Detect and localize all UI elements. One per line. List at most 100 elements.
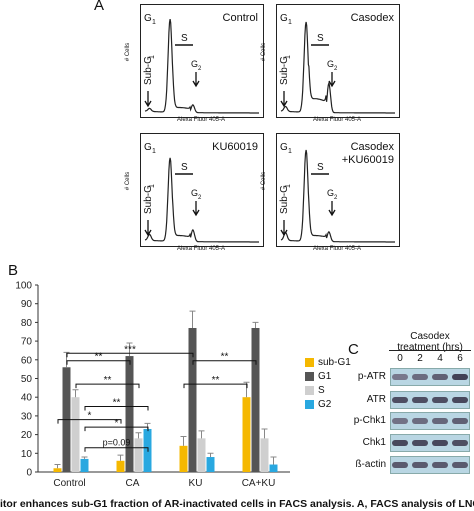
subg1-label-2: Sub-G: [143, 185, 154, 214]
blot-band-0-2: [432, 374, 448, 380]
g1-sub-0: 1: [152, 19, 156, 26]
bar-G2-CA+KU: [269, 464, 278, 472]
g1-label-0: G: [144, 13, 152, 24]
histogram-curve-1: [280, 21, 395, 114]
significance-bracket-5: [57, 419, 122, 424]
histogram-x-label-3: Alexa Fluor 405-A: [312, 246, 362, 252]
significance-label-0: ***: [124, 344, 136, 355]
blot-band-1-3: [452, 397, 468, 403]
significance-label-7: **: [212, 375, 220, 386]
error-bar: [135, 432, 142, 439]
significance-label-4: **: [113, 398, 121, 409]
histogram-0: Control G 1 S G 2 Sub-G 1: [140, 4, 264, 118]
error-bar: [252, 321, 259, 329]
g1-label-3: G: [280, 142, 288, 153]
category-label: KU: [189, 478, 203, 489]
y-tick-label: 20: [21, 430, 33, 441]
g2-sub-1: 2: [334, 66, 338, 72]
blot-band-3-0: [392, 440, 408, 446]
error-bar: [207, 452, 214, 458]
blot-row-label-0: p-ATR: [357, 371, 386, 382]
histogram-y-label-0: # Cells: [125, 42, 131, 62]
error-bar: [126, 342, 133, 357]
blot-band-2-3: [452, 418, 468, 424]
histogram-curve-3: [280, 149, 395, 243]
g1-sub-1: 1: [288, 19, 292, 26]
y-tick-label: 40: [21, 393, 33, 404]
blot-band-4-0: [392, 462, 408, 468]
significance-bracket-7: [183, 383, 248, 389]
g2-sub-2: 2: [198, 195, 202, 201]
blot-time-points: 0 2 4 6: [390, 353, 470, 364]
significance-label-1: **: [95, 352, 103, 363]
histogram-subtitle-3: +KU60019: [342, 154, 394, 166]
time-point-2: 4: [437, 353, 443, 364]
blot-header-line: [389, 350, 471, 351]
y-tick-label: 0: [26, 468, 32, 479]
histogram-x-label-1: Alexa Fluor 405-A: [312, 117, 362, 123]
legend-item-subg1: sub-G1: [305, 355, 351, 369]
error-bar: [189, 310, 196, 329]
bar-G1-CA+KU: [251, 328, 260, 472]
blot-header-line2: treatment (hrs): [397, 342, 463, 353]
subg1-label-3: Sub-G: [279, 185, 290, 214]
histogram-x-label-0: Alexa Fluor 405-A: [176, 117, 226, 123]
category-label: CA: [126, 478, 140, 489]
g2-label-0: G: [191, 59, 198, 69]
legend-label-subg1: sub-G1: [318, 356, 351, 368]
subg1-arrow-0: [144, 91, 152, 108]
g2-arrow-0: [192, 72, 200, 88]
blot-band-0-1: [412, 374, 428, 380]
pvalue-label: p=0.09: [103, 438, 131, 448]
significance-label-2: **: [221, 352, 229, 363]
histogram-title-0: Control: [223, 12, 258, 24]
g1-sub-3: 1: [288, 148, 292, 155]
blot-band-4-2: [432, 462, 448, 468]
significance-label-6: *: [115, 418, 119, 429]
blot-band-4-1: [412, 462, 428, 468]
y-tick-label: 30: [21, 411, 33, 422]
bar-sub-G1-CA+KU: [242, 397, 251, 472]
time-point-1: 2: [417, 353, 423, 364]
blot-band-3-1: [412, 440, 428, 446]
subg1-label-1: Sub-G: [279, 56, 290, 85]
bar-G2-Control: [80, 458, 89, 472]
y-tick-label: 80: [21, 318, 33, 329]
y-tick-label: 90: [21, 299, 33, 310]
blot-band-3-3: [452, 440, 468, 446]
blot-band-2-2: [432, 418, 448, 424]
g2-label-2: G: [191, 188, 198, 198]
g2-sub-0: 2: [198, 66, 202, 72]
g2-arrow-1: [328, 72, 336, 88]
category-label: Control: [53, 478, 85, 489]
g2-arrow-3: [328, 201, 336, 217]
blot-strip-1: [390, 391, 470, 409]
histogram-title-1: Casodex: [351, 12, 395, 24]
legend-item-g1: G1: [305, 369, 351, 383]
significance-label-5: *: [88, 411, 92, 422]
significance-bracket-1: [66, 360, 131, 365]
legend-item-g2: G2: [305, 397, 351, 411]
bar-sub-G1-CA: [116, 460, 125, 472]
error-bar: [261, 428, 268, 439]
legend-item-s: S: [305, 383, 351, 397]
legend-swatch-g1: [305, 371, 314, 381]
blot-row-label-2: p-Chk1: [353, 415, 386, 426]
blot-header-line1: Casodex: [410, 331, 450, 342]
subg1-sub-3: 1: [285, 184, 292, 188]
bar-S-CA: [134, 438, 143, 472]
bar-G2-KU: [206, 457, 215, 472]
bar-S-Control: [71, 397, 80, 472]
panel-c-letter: C: [348, 341, 359, 358]
error-bar: [72, 389, 79, 398]
histogram-curve-2: [144, 157, 259, 243]
histogram-y-label-2: # Cells: [125, 171, 131, 191]
legend-swatch-subg1: [305, 357, 314, 367]
significance-label-3: **: [104, 375, 112, 386]
subg1-sub-1: 1: [285, 55, 292, 59]
histogram-x-label-2: Alexa Fluor 405-A: [176, 246, 226, 252]
